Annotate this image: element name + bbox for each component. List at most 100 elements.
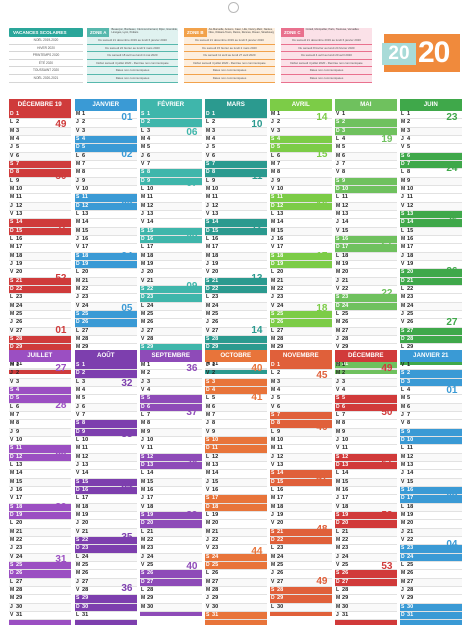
- day-row: S 22: [140, 285, 202, 295]
- weekday-letter: V: [141, 160, 145, 167]
- day-number: 28: [147, 335, 154, 342]
- day-number: 22: [277, 536, 284, 543]
- week-number: 25: [446, 214, 458, 226]
- day-row: V 23: [205, 545, 267, 554]
- day-row: M 11: [75, 445, 137, 454]
- weekday-letter: L: [206, 177, 210, 184]
- weekday-letter: V: [271, 578, 275, 585]
- day-number: 25: [82, 310, 89, 317]
- weekday-letter: M: [76, 169, 81, 176]
- day-number: 29: [16, 344, 23, 351]
- day-number: 2: [147, 370, 151, 377]
- day-number: 23: [407, 545, 414, 552]
- day-number: 4: [342, 135, 346, 142]
- day-number: 5: [16, 144, 20, 151]
- day-number: 5: [82, 395, 86, 402]
- day-row: J 12: [270, 454, 332, 462]
- weekday-letter: V: [206, 269, 210, 276]
- day-number: 29: [147, 595, 154, 602]
- weekday-letter: M: [271, 160, 276, 167]
- weekday-letter: M: [206, 586, 211, 593]
- weekday-letter: J: [336, 495, 339, 502]
- day-number: 21: [342, 528, 349, 535]
- day-row: D 20: [335, 520, 397, 529]
- day-row: M 22: [9, 537, 71, 546]
- day-row: V 20: [205, 269, 267, 278]
- weekday-letter: M: [76, 344, 81, 351]
- day-number: 11: [82, 194, 88, 201]
- weekday-letter: S: [76, 252, 80, 259]
- day-number: 12: [147, 202, 154, 209]
- day-number: 22: [16, 285, 23, 292]
- vacances-title: VACANCES SCOLAIRES: [9, 28, 83, 37]
- weekday-letter: D: [401, 553, 405, 560]
- day-number: 25: [342, 310, 349, 317]
- month-title: JANVIER 21: [400, 350, 462, 362]
- day-number: 4: [147, 135, 151, 142]
- day-number: 28: [16, 586, 23, 593]
- day-row: V 18: [140, 504, 202, 512]
- day-number: 20: [147, 520, 154, 527]
- zone-row: Du samedi 8 février au lundi 24 février …: [281, 45, 372, 53]
- day-number: 10: [147, 185, 154, 192]
- weekday-letter: L: [141, 185, 145, 192]
- day-number: 20: [407, 520, 414, 527]
- day-row: L 13: [75, 211, 137, 220]
- day-row: M 18: [9, 253, 71, 261]
- month-title: AOÛT: [75, 350, 137, 362]
- day-row: M 29: [335, 595, 397, 604]
- day-number: 27: [277, 327, 284, 334]
- day-number: 29: [407, 344, 414, 351]
- day-number: 12: [277, 202, 284, 209]
- weekday-letter: V: [76, 244, 80, 251]
- day-row: V 24: [270, 303, 332, 311]
- day-row: D 19: [9, 511, 71, 521]
- day-row: M 19: [335, 261, 397, 270]
- week-number: 32: [121, 377, 133, 389]
- day-number: 8: [407, 420, 411, 427]
- weekday-letter: J: [336, 219, 339, 226]
- day-number: 18: [147, 252, 154, 259]
- weekday-letter: V: [336, 285, 340, 292]
- weekday-letter: M: [76, 277, 81, 284]
- month-4: MARS D 1 L 2 M 3 M 4 J 5 V 6 S 7 D 8 L 9 M 10 M 11 J 12 V 13 S 14 D 15…: [205, 99, 267, 374]
- day-number: 17: [82, 244, 89, 251]
- weekday-letter: J: [141, 495, 144, 502]
- day-number: 25: [342, 561, 349, 568]
- day-row: S 18: [9, 503, 71, 512]
- day-number: 18: [342, 503, 349, 510]
- day-number: 4: [277, 135, 281, 142]
- day-number: 7: [147, 411, 151, 418]
- day-number: 20: [16, 269, 23, 276]
- day-number: 4: [16, 386, 20, 393]
- day-number: 9: [342, 177, 346, 184]
- weekday-letter: D: [271, 319, 275, 326]
- day-number: 21: [16, 277, 23, 284]
- weekday-letter: S: [336, 511, 340, 518]
- weekday-letter: M: [271, 344, 276, 351]
- day-number: 16: [212, 235, 219, 242]
- month-title: MARS: [205, 99, 267, 111]
- day-number: 25: [277, 561, 284, 568]
- weekday-letter: L: [271, 370, 275, 377]
- month-footer: [140, 611, 202, 617]
- day-row: D 12: [9, 453, 71, 462]
- day-number: 19: [407, 260, 414, 267]
- weekday-letter: L: [336, 135, 340, 142]
- day-row: M 18: [270, 504, 332, 512]
- weekday-letter: M: [10, 252, 15, 259]
- day-number: 20: [407, 269, 414, 276]
- weekday-letter: S: [271, 470, 275, 477]
- weekday-letter: S: [10, 219, 14, 226]
- day-row: D 23: [140, 294, 202, 303]
